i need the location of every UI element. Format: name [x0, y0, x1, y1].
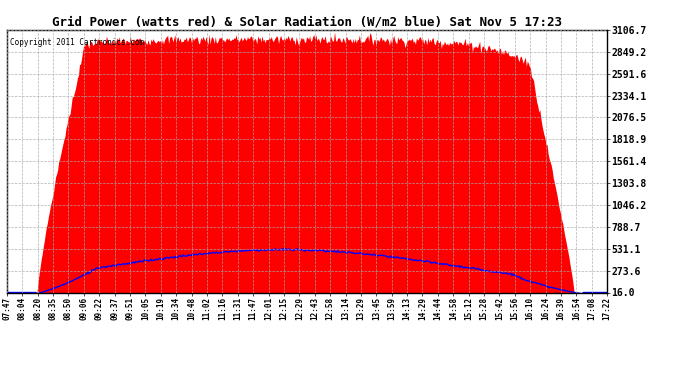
- Title: Grid Power (watts red) & Solar Radiation (W/m2 blue) Sat Nov 5 17:23: Grid Power (watts red) & Solar Radiation…: [52, 16, 562, 29]
- Text: Copyright 2011 Cartronics.com: Copyright 2011 Cartronics.com: [10, 38, 144, 47]
